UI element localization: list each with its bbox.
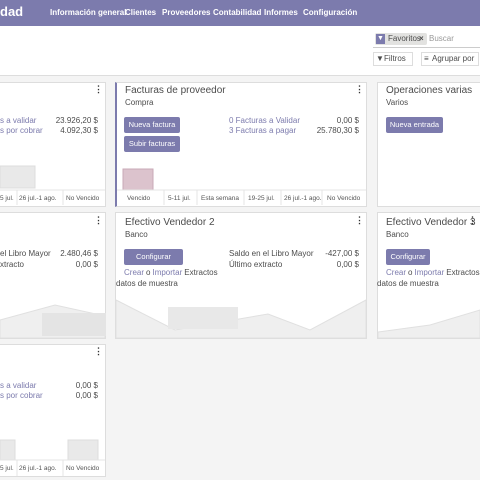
journal-card — [0, 82, 106, 207]
menu-item[interactable]: Clientes — [125, 8, 157, 17]
sample-bar — [0, 439, 16, 461]
button[interactable]: Subir facturas — [124, 136, 180, 152]
journal-card — [115, 82, 367, 207]
facet — [375, 33, 427, 45]
facet-remove[interactable]: × — [419, 34, 424, 43]
stat-label: Último extracto — [229, 260, 283, 269]
chart-label: No Vencido — [66, 195, 100, 202]
card-title[interactable]: Efectivo Vendedor 2 — [125, 217, 215, 228]
stat-value: 23.926,20 $ — [55, 116, 98, 125]
link[interactable]: Importar — [152, 268, 183, 277]
sample-bar — [67, 439, 99, 461]
sample-rect — [168, 307, 238, 329]
chart-label: 5 jul. — [0, 195, 14, 202]
stat-value: 0,00 $ — [75, 260, 98, 269]
filters-icon: ▼ — [376, 54, 384, 63]
card-title[interactable]: Facturas de proveedor — [125, 85, 226, 96]
stat-value: 25.780,30 $ — [316, 126, 359, 135]
stat-label[interactable]: s a validar — [0, 381, 37, 390]
card-subtitle: Banco — [125, 230, 148, 239]
journal-card — [377, 82, 480, 207]
stat-label: xtracto — [0, 260, 25, 269]
menu-item[interactable]: Configuración — [303, 8, 358, 17]
statement-links: Crear o Importar Extractos — [124, 268, 218, 278]
chart-label: 19-25 jul. — [248, 195, 275, 202]
menu-item[interactable]: Contabilidad — [213, 8, 262, 17]
stat-value: 0,00 $ — [75, 381, 98, 390]
card-menu[interactable]: ⋮ — [94, 84, 103, 94]
card-menu[interactable]: ⋮ — [355, 84, 364, 94]
link[interactable]: Importar — [414, 268, 445, 277]
statement-links: Crear o Importar Extractos — [386, 268, 480, 278]
menu-item[interactable]: Informes — [264, 8, 298, 17]
sample-rect — [42, 313, 106, 336]
chart-label: No Vencido — [66, 465, 100, 472]
card-menu[interactable]: ⋮ — [94, 215, 103, 225]
filters-label[interactable]: Filtros — [384, 54, 406, 63]
sample-area — [377, 309, 480, 339]
chart-label: No Vencido — [327, 195, 361, 202]
stat-value: 4.092,30 $ — [60, 126, 98, 135]
filters-button[interactable] — [373, 52, 413, 66]
link[interactable]: Crear — [386, 268, 407, 277]
stat-value: 2.480,46 $ — [60, 249, 98, 258]
group-by-icon: ≡ — [424, 54, 429, 63]
menu-item[interactable]: Información general — [50, 8, 127, 17]
button[interactable]: Nueva factura — [124, 117, 180, 133]
stat-label[interactable]: s a validar — [0, 116, 37, 125]
chart-label: 5-11 jul. — [168, 195, 191, 202]
group-by-label[interactable]: Agrupar por — [432, 54, 475, 63]
card-menu[interactable]: ⋮ — [355, 215, 364, 225]
stat-label[interactable]: s por cobrar — [0, 126, 43, 135]
link[interactable]: Crear — [124, 268, 145, 277]
stat-label[interactable]: 3 Facturas a pagar — [229, 126, 297, 135]
card-subtitle: Banco — [386, 230, 409, 239]
chart-label: 5 jul. — [0, 465, 14, 472]
facet-icon: ▼ — [376, 34, 385, 44]
sample-note: datos de muestra — [116, 279, 178, 288]
card-title[interactable]: Efectivo Vendedor 3 — [386, 217, 476, 228]
stat-label: Saldo en el Libro Mayor — [229, 249, 314, 258]
text: Extractos — [184, 268, 218, 277]
card-title[interactable]: Operaciones varias — [386, 85, 473, 96]
sample-area — [115, 299, 367, 339]
search-box[interactable] — [373, 31, 480, 48]
card-subtitle: Compra — [125, 98, 154, 107]
navbar — [0, 0, 480, 26]
card-menu[interactable]: ⋮ — [468, 215, 477, 225]
stat-label[interactable]: s por cobrar — [0, 391, 43, 400]
chart-label: Esta semana — [201, 195, 239, 202]
card-menu[interactable]: ⋮ — [94, 346, 103, 356]
button[interactable]: Configurar — [124, 249, 183, 265]
text: o — [146, 268, 151, 277]
group-by-button[interactable] — [421, 52, 479, 66]
button[interactable]: Configurar — [386, 249, 430, 265]
stat-label: el Libro Mayor — [0, 249, 51, 258]
stat-label[interactable]: 0 Facturas a Validar — [229, 116, 300, 125]
stat-value: 0,00 $ — [336, 116, 359, 125]
chart-label: Vencido — [127, 195, 151, 202]
stat-value: 0,00 $ — [336, 260, 359, 269]
chart-label: 26 jul.-1 ago. — [19, 465, 57, 472]
text: o — [408, 268, 413, 277]
button[interactable]: Nueva entrada — [386, 117, 443, 133]
sample-bar — [122, 168, 154, 191]
search-placeholder[interactable]: Buscar — [429, 34, 454, 43]
menu-item[interactable]: Proveedores — [162, 8, 211, 17]
stat-value: -427,00 $ — [325, 249, 359, 258]
card-subtitle: Varios — [386, 98, 409, 107]
chart-label: 26 jul.-1 ago. — [19, 195, 57, 202]
chart-label: 26 jul.-1 ago. — [284, 195, 322, 202]
sample-bar — [0, 165, 36, 189]
sample-note: datos de muestra — [377, 279, 439, 288]
app-name[interactable]: dad — [0, 4, 24, 19]
stat-value: 0,00 $ — [75, 391, 98, 400]
text: Extractos — [446, 268, 480, 277]
facet-label: Favoritos — [388, 34, 421, 43]
